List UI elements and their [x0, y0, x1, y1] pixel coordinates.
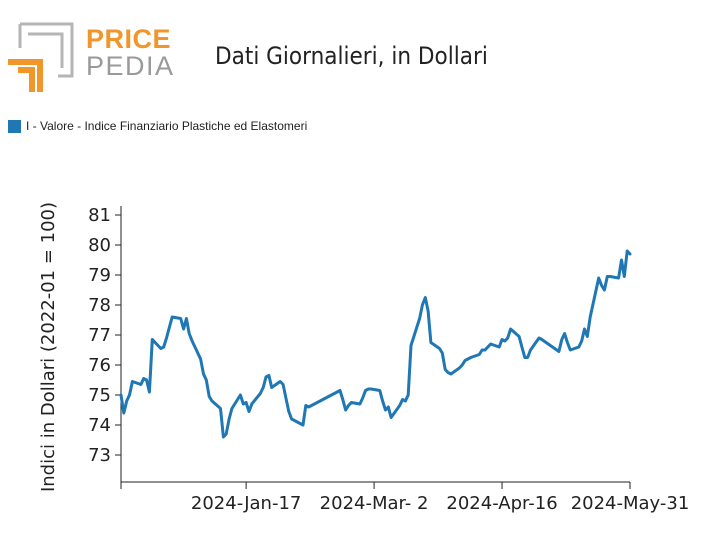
legend-swatch	[8, 119, 21, 133]
x-tick-label: 2024-Jan-17	[191, 493, 301, 514]
x-axis-ticks: 2024-Jan-17 2024-Mar- 2 2024-Apr-16 2024-Ma…	[120, 482, 690, 514]
logo-text-pedia: PEDIA	[86, 51, 175, 81]
chart-title: Dati Giornalieri, in Dollari	[215, 42, 488, 70]
y-axis-ticks: 73 74 75 76 77 78 79 80 81	[88, 205, 121, 466]
legend-label: I - Valore - Indice Finanziario Plastich…	[26, 119, 308, 133]
y-tick-label: 73	[88, 445, 111, 466]
y-tick-label: 78	[88, 295, 111, 316]
x-tick-label: 2024-May-31	[571, 493, 690, 514]
y-tick-label: 81	[88, 205, 111, 226]
pricepedia-logo: PRICE PEDIA	[8, 20, 173, 95]
axes	[120, 206, 630, 483]
y-tick-label: 74	[88, 415, 111, 436]
y-tick-label: 79	[88, 265, 111, 286]
y-tick-label: 75	[88, 385, 111, 406]
y-axis-label: Indici in Dollari (2022-01 = 100)	[38, 202, 59, 492]
x-tick-label: 2024-Mar- 2	[320, 493, 429, 514]
logo-mark-icon	[8, 22, 74, 92]
legend[interactable]: I - Valore - Indice Finanziario Plastich…	[8, 119, 307, 133]
y-tick-label: 77	[88, 325, 111, 346]
x-tick-label: 2024-Apr-16	[446, 493, 557, 514]
y-tick-label: 80	[88, 235, 111, 256]
series-line	[119, 249, 632, 439]
logo-text-price: PRICE	[86, 24, 172, 54]
y-tick-label: 76	[88, 355, 111, 376]
